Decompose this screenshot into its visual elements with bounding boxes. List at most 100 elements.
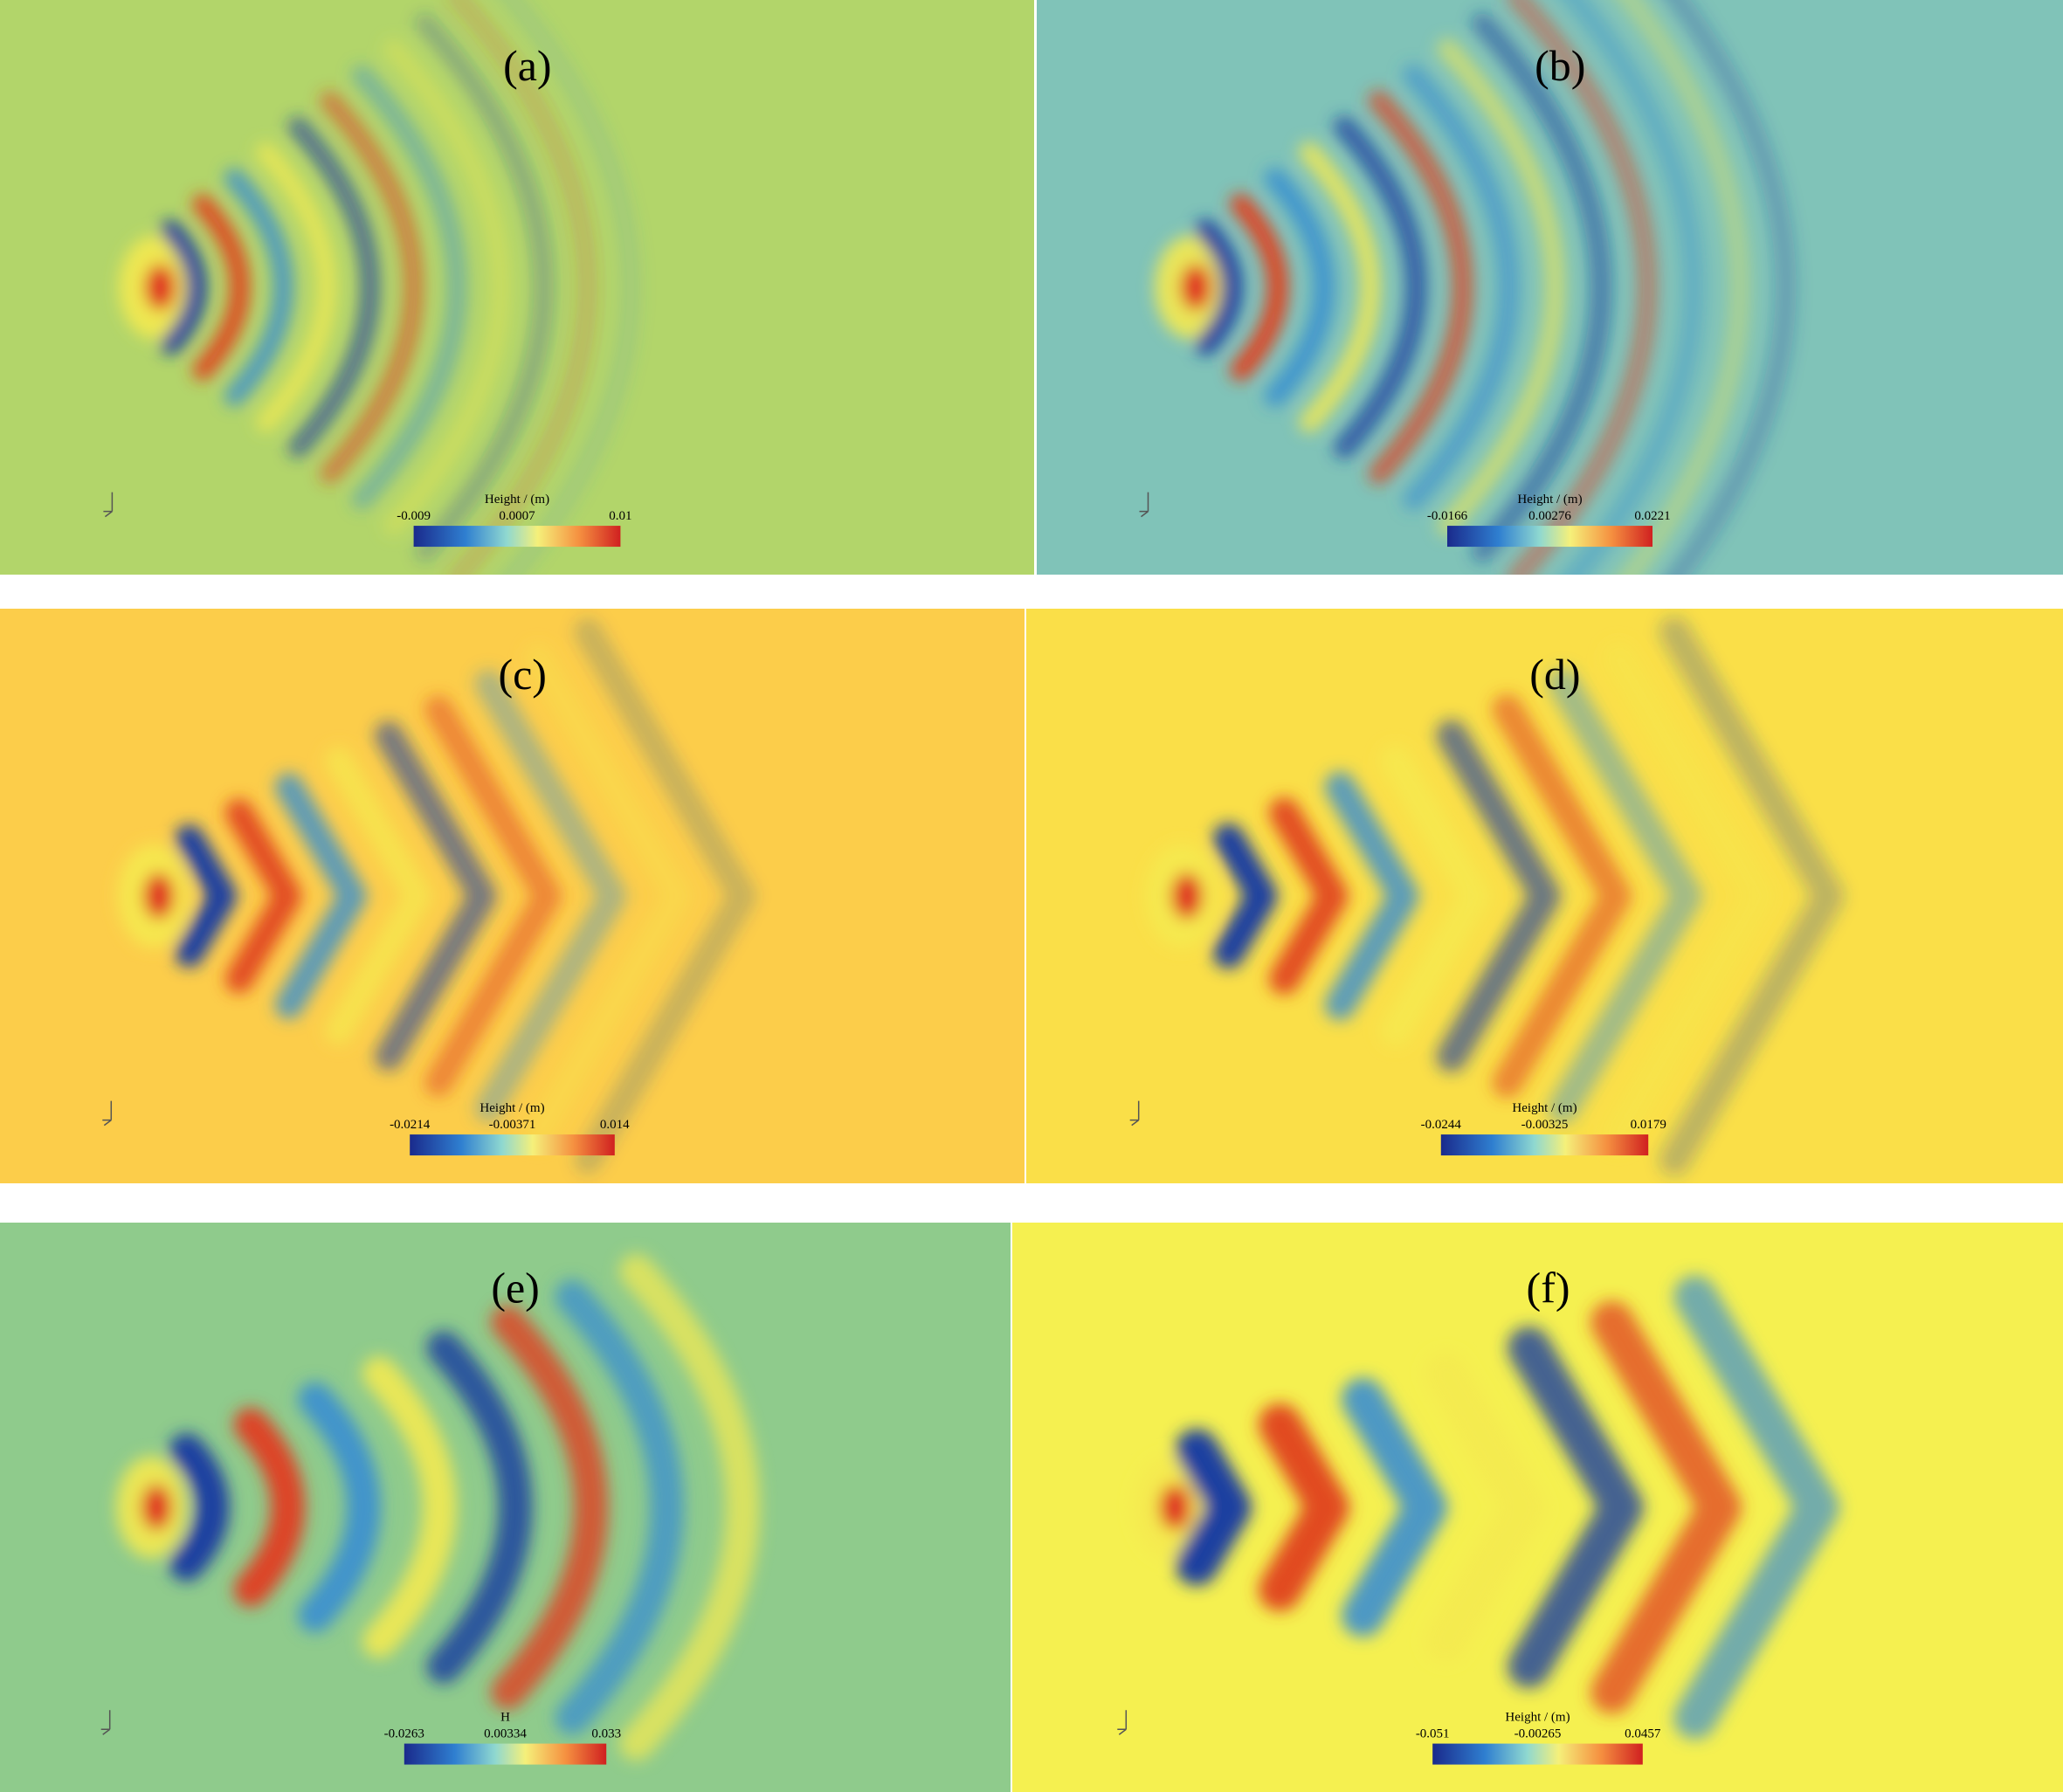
axis-triad <box>103 492 114 518</box>
colorbar <box>413 526 621 548</box>
wave-crest <box>1603 642 1774 1150</box>
colorbar-mid: 0.00334 <box>484 1727 527 1741</box>
wave-crest <box>1507 0 1658 575</box>
wave-crest <box>524 644 692 1148</box>
colorbar-max: 0.0221 <box>1634 509 1670 523</box>
wave-crest <box>1425 1352 1546 1663</box>
wave-crest <box>375 720 497 1072</box>
source <box>141 1484 172 1531</box>
wave-crest <box>1590 1300 1742 1714</box>
wave-crest <box>1436 720 1561 1072</box>
panel-label: (f) <box>1527 1263 1570 1312</box>
colorbar-mid: 0.0007 <box>499 509 535 523</box>
axis-triad <box>1117 1710 1128 1735</box>
wave-crest <box>424 695 562 1097</box>
wave-crest <box>320 90 424 485</box>
colorbar-max: 0.033 <box>591 1727 621 1741</box>
wave-crest <box>1195 219 1242 355</box>
wave-crest <box>415 13 554 562</box>
source <box>143 872 175 920</box>
wave-crest <box>500 0 641 575</box>
wave-crest <box>1380 746 1490 1046</box>
wave-crest <box>1175 1429 1252 1586</box>
wave-crest <box>274 773 367 1019</box>
panel-label: (e) <box>491 1263 540 1312</box>
wave-crest <box>1508 1327 1644 1688</box>
wave-crest <box>224 168 293 407</box>
wave-field <box>1155 0 1797 575</box>
wave-crest <box>1403 64 1520 511</box>
panel: (f) Height / (m) -0.051 -0.00265 0.0457 <box>1012 1223 2063 1792</box>
wave-crest <box>474 669 627 1123</box>
wave-crest <box>1368 90 1473 485</box>
colorbar-max: 0.01 <box>609 509 631 523</box>
colorbar-mid: 0.00276 <box>1528 509 1571 523</box>
wave-crest <box>490 1305 609 1710</box>
wave-crest <box>1342 1377 1448 1637</box>
wave-crest <box>1673 1275 1840 1740</box>
axis-triad <box>1139 492 1149 518</box>
wave-crest <box>224 798 302 994</box>
colorbar-title: Height / (m) <box>1512 1101 1577 1115</box>
wave-crest <box>619 1253 760 1761</box>
panel: (d) Height / (m) -0.0244 -0.00325 0.0179 <box>1026 609 2063 1183</box>
wave-crest <box>1299 141 1381 433</box>
wave-crest <box>1213 823 1278 969</box>
wave-crest <box>192 194 250 381</box>
colorbar-title: Height / (m) <box>480 1101 544 1115</box>
wave-crest <box>233 1407 306 1608</box>
wave-crest <box>1269 797 1349 995</box>
wave-crest <box>325 747 432 1045</box>
wave-crest <box>351 65 467 510</box>
colorbar-title: Height / (m) <box>1517 493 1582 507</box>
colorbar <box>1447 526 1652 548</box>
wave-crest <box>1324 771 1419 1021</box>
panel: (e) H -0.0263 0.00334 0.033 <box>0 1223 1011 1792</box>
panel: (b) Height / (m) -0.0166 0.00276 0.0221 <box>1037 0 2063 575</box>
colorbar-min: -0.0244 <box>1421 1118 1462 1132</box>
wave-crest <box>1665 0 1797 575</box>
wave-crest <box>1230 193 1289 382</box>
panel-label: (c) <box>498 650 547 699</box>
colorbar-min: -0.051 <box>1416 1727 1450 1741</box>
wave-crest <box>1264 168 1335 407</box>
wave-field <box>119 0 641 575</box>
colorbar <box>404 1743 607 1765</box>
wave-crest <box>161 220 206 355</box>
colorbar <box>1432 1743 1643 1765</box>
wave-crest <box>298 1382 382 1633</box>
colorbar <box>1440 1134 1649 1156</box>
wave-field <box>116 1253 760 1761</box>
colorbar-title: H <box>500 1711 510 1725</box>
colorbar-min: -0.0263 <box>384 1727 424 1741</box>
panel-label: (a) <box>503 41 552 90</box>
wave-crest <box>426 1330 533 1685</box>
colorbar-max: 0.0457 <box>1625 1727 1661 1741</box>
wave-crest <box>1333 115 1427 459</box>
wave-crest <box>555 1279 684 1735</box>
colorbar-min: -0.009 <box>397 509 431 523</box>
panel: (c) Height / (m) -0.0214 -0.00371 0.014 <box>0 609 1025 1183</box>
source <box>144 264 176 311</box>
wave-field <box>1145 616 1845 1176</box>
wave-crest <box>1618 0 1750 575</box>
axis-triad <box>100 1710 111 1735</box>
source <box>1171 872 1203 920</box>
wave-crest <box>175 824 238 968</box>
colorbar-mid: -0.00325 <box>1521 1118 1569 1132</box>
colorbar-min: -0.0166 <box>1427 509 1468 523</box>
wave-crest <box>1437 38 1566 536</box>
panel-label: (b) <box>1535 41 1585 90</box>
wave-crest <box>383 38 511 536</box>
wave-crest <box>256 142 337 432</box>
wave-crest <box>1258 1403 1349 1611</box>
panel: (a) Height / (m) -0.009 0.0007 0.01 <box>0 0 1034 575</box>
wave-crest <box>1562 0 1704 575</box>
wave-crest <box>574 617 757 1175</box>
wave-field <box>1133 1275 1840 1740</box>
colorbar-max: 0.014 <box>600 1118 630 1132</box>
colorbar-title: Height / (m) <box>1505 1711 1570 1725</box>
source <box>1180 264 1211 311</box>
source <box>1159 1484 1191 1531</box>
panel-label: (d) <box>1529 650 1580 699</box>
